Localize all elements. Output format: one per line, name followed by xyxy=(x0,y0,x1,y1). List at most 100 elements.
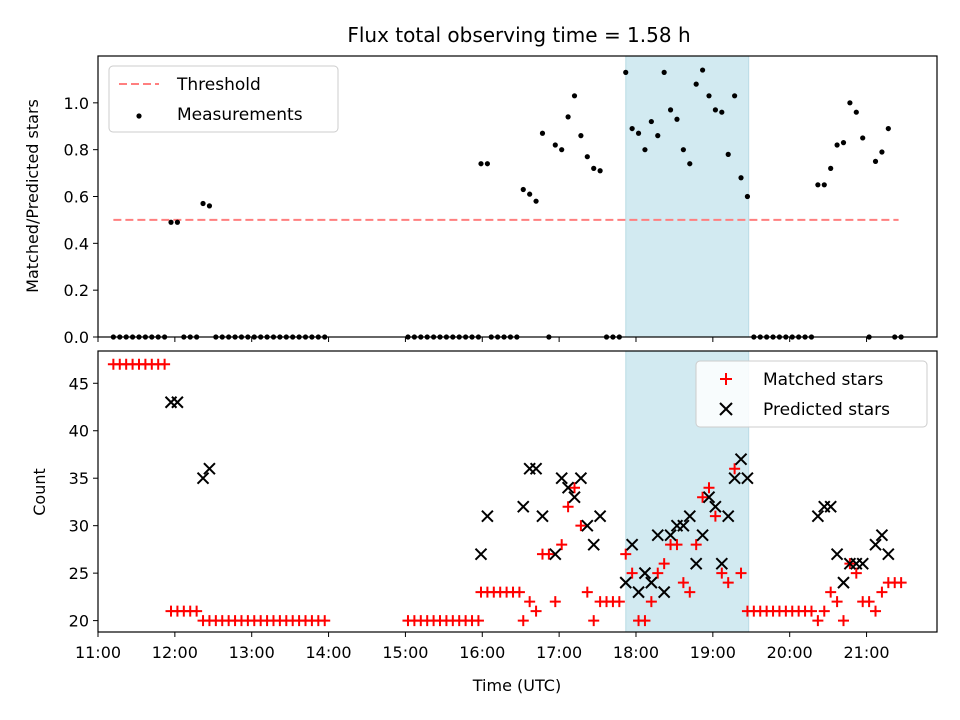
bottom-y-tick-label: 25 xyxy=(69,564,89,583)
matched-star-marker xyxy=(581,586,593,598)
matched-star-marker xyxy=(613,596,625,608)
predicted-star-marker xyxy=(696,528,709,542)
measurement-point xyxy=(484,161,490,167)
bottom-panel: 20 25 30 35 40 45 11:00 12:00 13:00 14:00 15:00 16… xyxy=(30,350,938,695)
predicted-star-marker xyxy=(625,538,639,551)
bottom-x-tick-label: 18:00 xyxy=(613,643,659,662)
measurement-point xyxy=(885,125,891,132)
measurement-point xyxy=(840,140,847,146)
matched-star-marker xyxy=(562,501,574,513)
predicted-star-marker xyxy=(593,509,607,523)
matched-star-marker xyxy=(677,577,689,589)
measurement-point xyxy=(706,93,712,99)
predicted-star-marker xyxy=(474,547,488,561)
top-y-tick-label: 0.0 xyxy=(64,328,89,347)
bottom-y-tick-label: 20 xyxy=(69,612,89,631)
matched-star-marker xyxy=(850,567,862,579)
top-legend-box xyxy=(108,65,339,133)
measurement-point xyxy=(732,93,738,99)
legend-predicted-label: Predicted stars xyxy=(763,400,890,420)
matched-star-marker xyxy=(549,596,561,608)
matched-star-marker xyxy=(735,567,747,579)
measurement-point xyxy=(661,69,667,75)
legend-measurements-label: Measurements xyxy=(177,105,303,125)
top-y-axis-label: Matched/Predicted stars xyxy=(23,99,42,293)
measurement-point xyxy=(847,100,853,106)
measurement-point xyxy=(478,161,484,167)
predicted-star-marker xyxy=(171,396,184,409)
measurement-point xyxy=(206,203,213,209)
matched-star-marker xyxy=(556,539,568,551)
bottom-y-tick-label: 45 xyxy=(69,374,89,393)
bottom-legend: Matched stars Predicted stars xyxy=(695,360,928,428)
predicted-star-marker xyxy=(741,472,754,485)
bottom-x-tick-label: 14:00 xyxy=(306,643,352,662)
predicted-star-marker xyxy=(555,472,568,485)
matched-star-marker xyxy=(588,615,600,627)
bottom-y-tick-label: 30 xyxy=(69,517,89,536)
measurement-point xyxy=(860,135,866,141)
predicted-star-marker xyxy=(677,519,690,532)
matched-star-marker xyxy=(569,482,581,494)
measurement-point xyxy=(712,107,719,113)
measurement-point xyxy=(527,191,533,197)
predicted-star-marker xyxy=(830,547,844,561)
measurement-point xyxy=(623,69,629,75)
bottom-y-axis-label: Count xyxy=(30,468,49,516)
predicted-star-marker xyxy=(581,519,594,532)
matched-star-marker xyxy=(684,586,696,598)
matched-star-marker xyxy=(652,567,664,579)
predicted-star-marker xyxy=(657,585,671,599)
bottom-x-ticks: 11:00 12:00 13:00 14:00 15:00 16:00 17:00 18:00… xyxy=(75,632,890,662)
matched-star-marker xyxy=(870,605,882,617)
matched-star-marker xyxy=(658,558,670,570)
measurement-point xyxy=(552,142,558,148)
measurement-point xyxy=(584,154,590,160)
matched-star-marker xyxy=(895,577,907,589)
predicted-star-marker xyxy=(587,538,600,551)
measurement-point xyxy=(828,165,834,171)
matched-star-marker xyxy=(716,567,728,579)
predicted-star-marker xyxy=(561,481,575,494)
predicted-star-marker xyxy=(549,547,562,561)
measurement-point xyxy=(872,158,879,164)
predicted-star-marker xyxy=(715,557,729,570)
top-y-tick-label: 1.0 xyxy=(64,94,89,113)
measurement-point xyxy=(738,175,744,181)
predicted-star-marker xyxy=(689,557,703,570)
matched-star-markers xyxy=(107,358,907,627)
measurement-point xyxy=(168,219,174,225)
matched-star-marker xyxy=(703,482,715,494)
measurement-point xyxy=(591,165,597,171)
matched-star-marker xyxy=(812,615,824,627)
top-y-tick-label: 0.4 xyxy=(64,234,89,253)
predicted-star-markers xyxy=(164,396,895,599)
measurement-point xyxy=(667,107,674,113)
bottom-x-tick-label: 13:00 xyxy=(229,643,275,662)
measurement-point xyxy=(655,133,661,139)
matched-star-marker xyxy=(709,510,721,522)
predicted-star-marker xyxy=(481,509,494,523)
measurement-point xyxy=(565,114,571,120)
matched-star-marker xyxy=(517,615,529,627)
matched-star-marker xyxy=(863,596,875,608)
bottom-x-tick-label: 16:00 xyxy=(459,643,505,662)
measurement-point xyxy=(648,118,654,125)
predicted-star-marker xyxy=(734,453,748,466)
bottom-axes-frame xyxy=(97,350,938,633)
matched-star-marker xyxy=(620,548,632,560)
predicted-star-marker xyxy=(203,462,216,475)
matched-star-marker xyxy=(837,615,849,627)
measurement-point xyxy=(200,200,206,207)
matched-star-marker xyxy=(805,605,817,617)
predicted-star-marker xyxy=(645,576,658,589)
top-legend: Threshold Measurements xyxy=(108,65,339,133)
predicted-star-marker xyxy=(664,528,677,542)
matched-star-marker xyxy=(191,605,203,617)
measurement-point xyxy=(680,147,686,153)
bottom-x-tick-label: 12:00 xyxy=(152,643,198,662)
matched-star-marker xyxy=(639,615,651,627)
matched-star-marker xyxy=(818,605,830,617)
predicted-star-marker xyxy=(869,538,882,551)
matched-star-marker xyxy=(729,463,741,475)
